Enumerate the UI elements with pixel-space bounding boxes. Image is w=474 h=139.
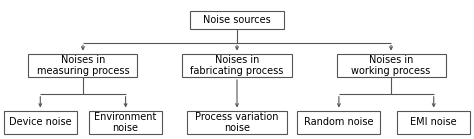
FancyBboxPatch shape (182, 54, 292, 77)
FancyBboxPatch shape (4, 111, 77, 134)
Text: EMI noise: EMI noise (410, 117, 457, 127)
FancyBboxPatch shape (190, 11, 284, 29)
FancyBboxPatch shape (337, 54, 446, 77)
FancyBboxPatch shape (298, 111, 380, 134)
FancyBboxPatch shape (89, 111, 162, 134)
Text: Random noise: Random noise (304, 117, 374, 127)
FancyBboxPatch shape (28, 54, 137, 77)
Text: Device noise: Device noise (9, 117, 72, 127)
Text: Noises in
fabricating process: Noises in fabricating process (191, 54, 283, 76)
Text: Noises in
working process: Noises in working process (351, 54, 431, 76)
Text: Environment
noise: Environment noise (94, 111, 157, 133)
FancyBboxPatch shape (397, 111, 470, 134)
FancyBboxPatch shape (187, 111, 287, 134)
Text: Noises in
measuring process: Noises in measuring process (36, 54, 129, 76)
Text: Process variation
noise: Process variation noise (195, 111, 279, 133)
Text: Noise sources: Noise sources (203, 15, 271, 25)
